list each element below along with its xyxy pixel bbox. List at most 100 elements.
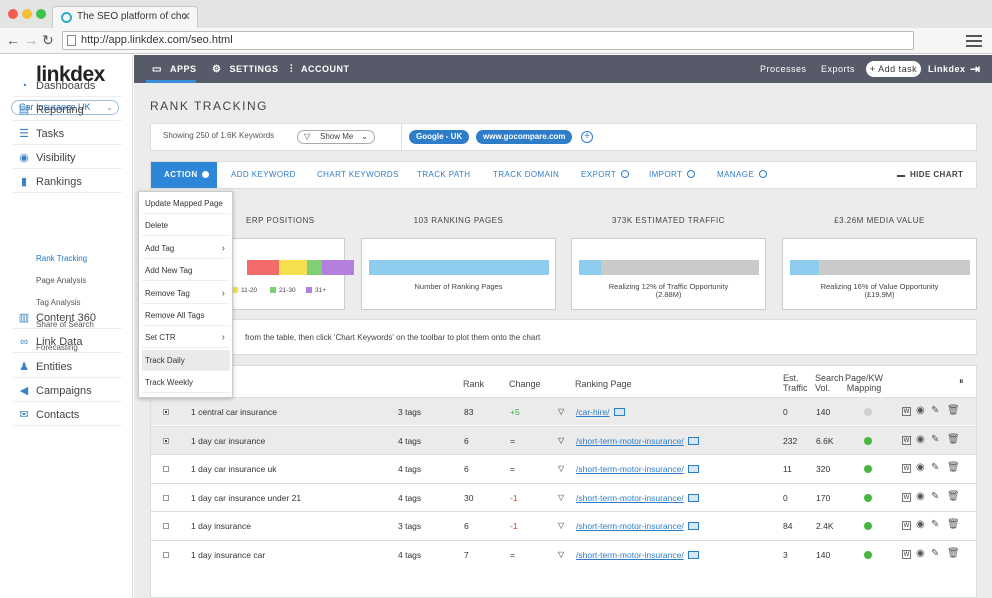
- pencil-icon[interactable]: ✎: [931, 433, 940, 445]
- close-window-button[interactable]: [8, 9, 18, 19]
- tags-cell[interactable]: 4 tags: [398, 464, 422, 475]
- pencil-icon[interactable]: ✎: [931, 462, 940, 474]
- book-icon[interactable]: [687, 522, 699, 531]
- column-toggle-icon[interactable]: ⏸: [959, 376, 964, 386]
- track-domain-button[interactable]: TRACK DOMAIN: [493, 170, 560, 179]
- table-row[interactable]: 1 day car insurance 4 tags 6 = ▽ /short-term-…: [151, 425, 976, 454]
- row-checkbox[interactable]: [163, 437, 169, 444]
- tags-cell[interactable]: 4 tags: [398, 435, 422, 446]
- book-icon[interactable]: [687, 551, 699, 559]
- add-keyword-button[interactable]: ADD KEYWORD: [231, 170, 296, 179]
- tags-cell[interactable]: 4 tags: [398, 492, 422, 503]
- project-selector[interactable]: Car Insurance UK ⌄: [11, 100, 119, 115]
- url-input[interactable]: http://app.linkdex.com/seo.html: [62, 31, 914, 50]
- menu-item-remove-tag[interactable]: Remove Tag ›: [142, 283, 230, 304]
- filter-icon[interactable]: ▽: [558, 407, 565, 416]
- ranking-page-link[interactable]: /short-term-motor-insurance/: [576, 492, 684, 503]
- row-checkbox[interactable]: [163, 409, 169, 415]
- add-task-button[interactable]: + Add task: [866, 61, 921, 77]
- table-row[interactable]: 1 central car insurance 3 tags 83 +5 ▽ /car-h…: [151, 397, 976, 425]
- pencil-icon[interactable]: ✎: [931, 405, 940, 416]
- menu-item-remove-all-tags[interactable]: Remove All Tags: [142, 305, 230, 326]
- hide-chart-button[interactable]: HIDE CHART: [897, 162, 963, 188]
- sidebar-subitem-forecasting[interactable]: Forecasting: [36, 343, 78, 352]
- pencil-icon[interactable]: ✎: [931, 548, 940, 559]
- chart-keywords-button[interactable]: CHART KEYWORDS: [317, 170, 399, 179]
- nav-account[interactable]: ⫶ ACCOUNT: [290, 55, 350, 83]
- reload-icon[interactable]: ↻: [42, 32, 54, 48]
- eye-icon[interactable]: ◉: [916, 490, 925, 502]
- eye-icon[interactable]: ◉: [916, 519, 925, 531]
- processes-link[interactable]: Processes: [760, 64, 807, 74]
- pencil-icon[interactable]: ✎: [931, 519, 940, 531]
- col-ranking-page[interactable]: Ranking Page: [575, 379, 632, 389]
- ranking-page-cell[interactable]: /short-term-motor-insurance/: [576, 521, 699, 531]
- filter-icon[interactable]: ▽: [558, 464, 565, 474]
- word-icon[interactable]: W: [902, 550, 911, 559]
- menu-item-delete[interactable]: Delete: [142, 215, 230, 237]
- nav-apps[interactable]: ▭ APPS: [152, 55, 196, 83]
- action-button[interactable]: ACTION: [151, 162, 217, 188]
- row-checkbox[interactable]: [163, 466, 169, 473]
- pencil-icon[interactable]: ✎: [931, 490, 940, 502]
- filter-icon[interactable]: ▽: [558, 521, 565, 531]
- tags-cell[interactable]: 3 tags: [398, 521, 422, 532]
- eye-icon[interactable]: ◉: [916, 405, 925, 416]
- row-checkbox[interactable]: [163, 552, 169, 558]
- show-me-dropdown[interactable]: ▽ Show Me ⌄: [297, 130, 375, 144]
- tags-cell[interactable]: 3 tags: [398, 407, 422, 417]
- eye-icon[interactable]: ◉: [916, 433, 925, 445]
- export-button[interactable]: EXPORT: [581, 162, 630, 188]
- book-icon[interactable]: [687, 493, 699, 502]
- close-tab-icon[interactable]: ✕: [181, 11, 191, 23]
- sidebar-item-campaigns[interactable]: ◀ Campaigns: [12, 381, 122, 402]
- table-row[interactable]: 1 day insurance 3 tags 6 -1 ▽ /short-term-mot…: [151, 511, 976, 539]
- import-button[interactable]: IMPORT: [649, 162, 696, 188]
- trash-icon[interactable]: 🗑: [947, 519, 960, 531]
- sidebar-item-entities[interactable]: ♟ Entities: [12, 357, 122, 378]
- ranking-page-cell[interactable]: /car-hire/: [576, 407, 625, 417]
- sidebar-item-content-360[interactable]: ▥ Content 360: [12, 308, 122, 329]
- col-search-vol[interactable]: Search Vol.: [815, 373, 844, 393]
- menu-item-set-ctr[interactable]: Set CTR ›: [142, 327, 230, 349]
- ranking-page-link[interactable]: /short-term-motor-insurance/: [576, 464, 684, 475]
- menu-item-update-mapped-page[interactable]: Update Mapped Page: [142, 193, 230, 214]
- book-icon[interactable]: [687, 436, 699, 445]
- row-checkbox[interactable]: [163, 523, 169, 530]
- word-icon[interactable]: W: [902, 435, 911, 445]
- filter-icon[interactable]: ▽: [558, 492, 565, 502]
- forward-icon[interactable]: →: [24, 32, 38, 48]
- engine-chip[interactable]: Google - UK: [409, 130, 470, 144]
- eye-icon[interactable]: ◉: [916, 462, 925, 474]
- book-icon[interactable]: [687, 465, 699, 474]
- trash-icon[interactable]: 🗑: [947, 490, 960, 502]
- menu-icon[interactable]: [966, 35, 982, 47]
- ranking-page-cell[interactable]: /short-term-motor-insurance/: [576, 493, 699, 503]
- sidebar-item-contacts[interactable]: ✉ Contacts: [12, 405, 122, 426]
- menu-item-track-daily[interactable]: Track Daily: [142, 349, 230, 371]
- sidebar-item-rankings[interactable]: ▮ Rankings: [12, 172, 122, 193]
- sidebar-subitem-share-of-search[interactable]: Share of Search: [36, 320, 94, 329]
- menu-item-track-weekly[interactable]: Track Weekly: [142, 372, 230, 394]
- trash-icon[interactable]: 🗑: [947, 405, 960, 416]
- word-icon[interactable]: W: [902, 407, 911, 416]
- sidebar-item-reporting[interactable]: ▤ Reporting: [12, 100, 122, 121]
- track-path-button[interactable]: TRACK PATH: [417, 170, 471, 179]
- sidebar-item-link-data[interactable]: ∞ Link Data: [12, 332, 122, 353]
- filter-icon[interactable]: ▽: [558, 550, 565, 559]
- logout-icon[interactable]: ⇥: [970, 62, 981, 76]
- word-icon[interactable]: W: [902, 521, 911, 531]
- ranking-page-cell[interactable]: /short-term-motor-insurance/: [576, 464, 699, 474]
- table-row[interactable]: 1 day car insurance under 21 4 tags 30 -1 ▽ /…: [151, 482, 976, 511]
- browser-tab[interactable]: The SEO platform of cho ✕: [52, 6, 198, 28]
- book-icon[interactable]: [613, 408, 625, 416]
- menu-item-add-tag[interactable]: Add Tag ›: [142, 238, 230, 259]
- ranking-page-link[interactable]: /short-term-motor-insurance/: [576, 521, 684, 532]
- trash-icon[interactable]: 🗑: [947, 462, 960, 474]
- sidebar-subitem-rank-tracking[interactable]: Rank Tracking: [36, 254, 88, 263]
- col-rank[interactable]: Rank: [463, 379, 485, 389]
- nav-settings[interactable]: ⚙ SETTINGS: [212, 55, 278, 83]
- sidebar-subitem-tag-analysis[interactable]: Tag Analysis: [36, 298, 81, 307]
- sidebar-item-visibility[interactable]: ◉ Visibility: [12, 148, 122, 169]
- minimize-window-button[interactable]: [22, 9, 32, 19]
